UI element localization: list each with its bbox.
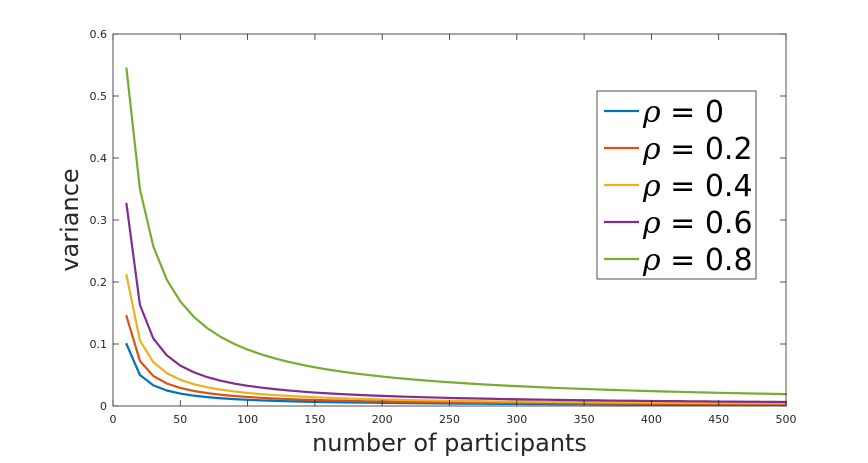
legend-label-3: ρ = 0.6 [642,206,753,241]
series-layer [125,67,788,406]
y-tick-label: 0.5 [90,90,108,103]
x-tick-label: 0 [110,413,117,426]
x-tick-label: 150 [304,413,325,426]
y-axis-title: variance [56,168,84,271]
legend-value-text: = 0.4 [661,169,753,204]
y-tick-label: 0.1 [90,338,108,351]
series-line-4 [125,67,788,396]
legend-value-text: = 0.2 [661,132,753,167]
series-line-3 [125,202,788,404]
legend-rho-symbol: ρ [642,95,661,130]
y-tick-label: 0.4 [90,152,108,165]
legend-value-text: = 0 [661,95,724,130]
legend-rho-symbol: ρ [642,169,661,204]
legend-label-2: ρ = 0.4 [642,169,753,204]
x-tick-label: 50 [173,413,187,426]
legend-value-text: = 0.8 [661,243,753,278]
x-tick-label: 450 [708,413,729,426]
y-tick-label: 0.3 [90,214,108,227]
x-tick-label: 350 [574,413,595,426]
legend-value-text: = 0.6 [661,206,753,241]
x-tick-label: 250 [439,413,460,426]
series-line-2 [125,273,788,405]
legend-rho-symbol: ρ [642,132,661,167]
legend-rho-symbol: ρ [642,243,661,278]
legend-label-0: ρ = 0 [642,95,724,130]
legend-label-4: ρ = 0.8 [642,243,753,278]
x-axis-title: number of participants [312,429,587,457]
x-tick-label: 200 [372,413,393,426]
legend-rho-symbol: ρ [642,206,661,241]
legend-label-1: ρ = 0.2 [642,132,753,167]
y-tick-label: 0.2 [90,276,108,289]
x-tick-label: 300 [506,413,527,426]
y-tick-label: 0 [100,400,107,413]
legend: ρ = 0ρ = 0.2ρ = 0.4ρ = 0.6ρ = 0.8 [596,90,757,280]
ticks-layer: 0 50 100 150 200 250 300 350 400 450 500 0 0.1 0.2 0.3… [90,28,797,426]
x-tick-label: 500 [776,413,797,426]
y-tick-label: 0.6 [90,28,108,41]
x-tick-label: 100 [237,413,258,426]
x-tick-label: 400 [641,413,662,426]
